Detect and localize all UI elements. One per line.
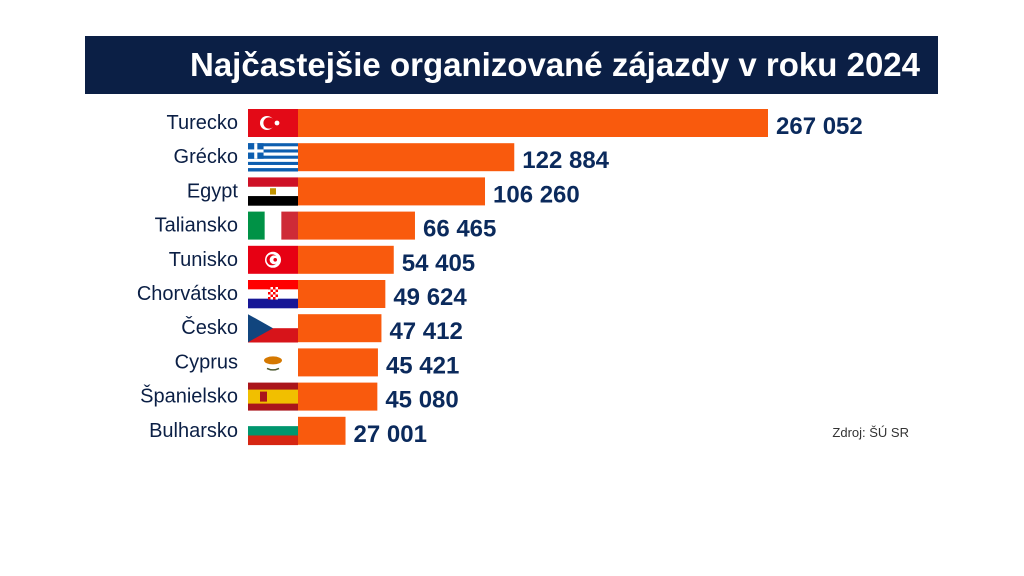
croatia-flag-icon <box>248 280 298 309</box>
bar <box>298 280 386 308</box>
data-label: 106 260 <box>493 181 580 208</box>
category-label: Grécko <box>174 146 238 168</box>
category-label: Španielsko <box>140 385 238 408</box>
data-label: 45 421 <box>386 352 459 379</box>
data-label: 45 080 <box>385 387 458 414</box>
czechia-flag-icon <box>248 314 298 343</box>
category-label: Chorvátsko <box>137 283 238 305</box>
chart-title: Najčastejšie organizované zájazdy v roku… <box>189 46 920 83</box>
tunisia-flag-icon <box>248 245 298 274</box>
data-label: 66 465 <box>423 216 496 243</box>
category-label: Taliansko <box>155 215 238 237</box>
category-label: Česko <box>181 316 238 339</box>
italy-flag-icon <box>248 211 299 240</box>
source-note: Zdroj: ŠÚ SR <box>832 425 909 440</box>
data-label: 122 884 <box>522 147 609 174</box>
bar <box>298 416 346 445</box>
cyprus-flag-icon <box>248 348 298 377</box>
bar <box>298 348 378 377</box>
category-label: Bulharsko <box>149 420 238 442</box>
bar <box>298 109 768 137</box>
turkey-flag-icon <box>248 109 298 137</box>
title-bar: Najčastejšie organizované zájazdy v roku… <box>85 36 938 94</box>
data-label: 27 001 <box>354 421 427 448</box>
greece-flag-icon <box>248 143 298 172</box>
category-label: Tunisko <box>169 249 238 271</box>
category-label: Turecko <box>166 112 238 134</box>
category-label: Cyprus <box>175 351 238 373</box>
bar <box>298 211 415 240</box>
spain-flag-icon <box>248 382 298 411</box>
bulgaria-flag-icon <box>248 416 298 446</box>
bar <box>298 177 486 206</box>
data-label: 47 412 <box>389 318 462 345</box>
data-label: 267 052 <box>776 113 863 140</box>
bar <box>298 382 378 411</box>
bar <box>298 245 394 274</box>
data-label: 54 405 <box>402 250 475 277</box>
bar <box>298 143 515 172</box>
bar <box>298 314 382 343</box>
egypt-flag-icon <box>248 177 298 206</box>
data-label: 49 624 <box>393 284 467 311</box>
category-label: Egypt <box>187 180 239 202</box>
